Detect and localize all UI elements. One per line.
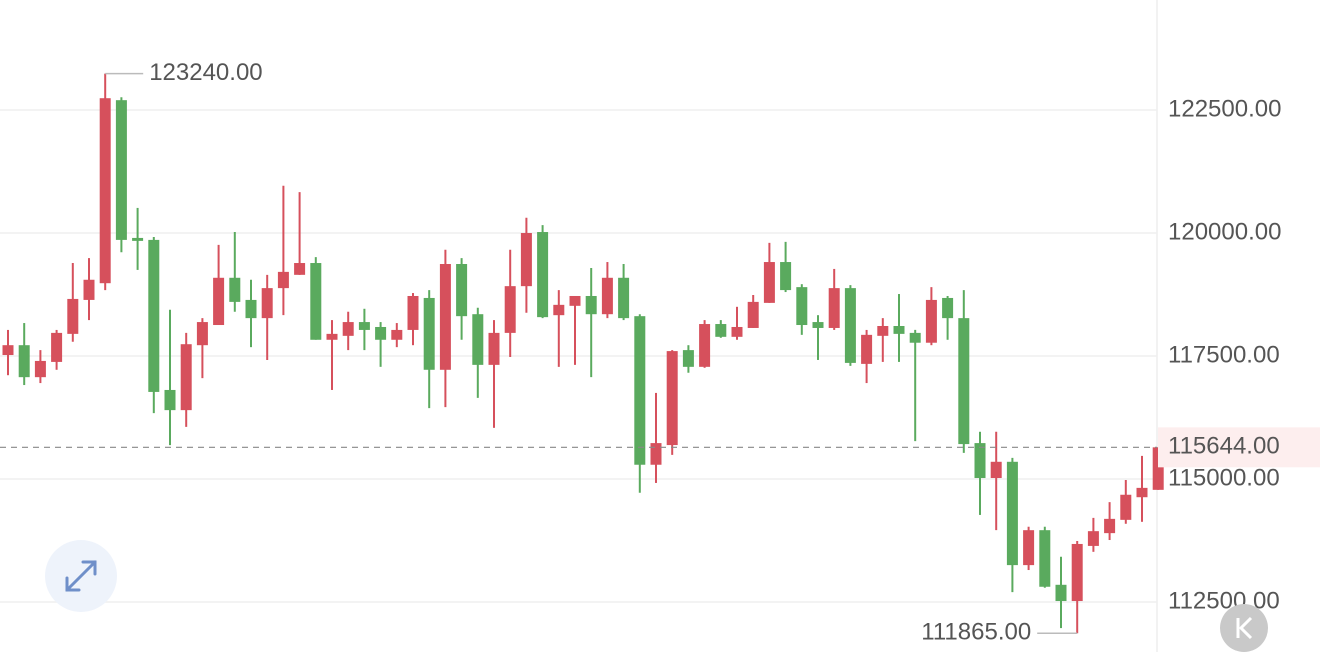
candle-body: [164, 389, 176, 411]
candle-body: [893, 326, 905, 334]
candle-body: [391, 329, 403, 340]
candle-body: [132, 237, 144, 241]
candle-body: [569, 295, 581, 306]
candle-body: [1152, 447, 1164, 490]
candle-body: [1055, 584, 1067, 602]
candle-body: [326, 333, 338, 340]
candle-body: [699, 324, 711, 367]
candle-body: [261, 288, 273, 319]
last-price-box: [1158, 427, 1320, 468]
candle-body: [682, 350, 694, 367]
y-tick-label: 122500.00: [1168, 95, 1281, 122]
candle-body: [828, 288, 840, 328]
candle-body: [650, 443, 662, 465]
candle-body: [456, 264, 468, 317]
candle-body: [731, 326, 743, 337]
expand-button[interactable]: [45, 540, 117, 612]
candle-body: [18, 345, 30, 378]
candle-body: [990, 461, 1002, 479]
candle-body: [634, 316, 646, 465]
candle-body: [715, 324, 727, 337]
candle-body: [34, 360, 46, 378]
y-tick-label: 115000.00: [1168, 464, 1280, 491]
low-label: 111865.00: [921, 619, 1031, 646]
candle-body: [358, 322, 370, 330]
candle-body: [1023, 530, 1035, 566]
candle-body: [2, 345, 14, 356]
candle-body: [618, 277, 630, 319]
candle-body: [812, 322, 824, 328]
candle-body: [942, 297, 954, 319]
candle-body: [423, 297, 435, 370]
candle-body: [1120, 494, 1132, 520]
candle-body: [310, 263, 322, 340]
candle-body: [375, 326, 387, 340]
candle-body: [861, 334, 873, 364]
candle-body: [51, 332, 63, 362]
candle-body: [974, 443, 986, 479]
candle-body: [520, 233, 532, 287]
candle-body: [1071, 543, 1083, 602]
candle-body: [601, 277, 613, 315]
candle-body: [229, 277, 241, 302]
candle-body: [67, 298, 79, 334]
y-tick-label: 117500.00: [1168, 341, 1280, 368]
candle-body: [844, 288, 856, 363]
candle-body: [1136, 487, 1148, 498]
expand-icon: [65, 560, 97, 592]
candle-body: [877, 326, 889, 336]
candle-body: [1104, 518, 1116, 534]
candle-body: [439, 264, 451, 370]
candle-body: [294, 263, 306, 275]
last-price-label: 115644.00: [1168, 433, 1280, 460]
candle-body: [1006, 461, 1018, 566]
y-tick-label: 120000.00: [1168, 218, 1281, 245]
candle-body: [1087, 531, 1099, 546]
candle-body: [180, 344, 192, 411]
candle-body: [909, 332, 921, 343]
candle-body: [666, 351, 678, 446]
candle-body: [148, 239, 160, 392]
k-icon: [1236, 616, 1253, 640]
candle-body: [585, 295, 597, 315]
candle-body: [796, 287, 808, 326]
candle-body: [780, 262, 792, 291]
candle-body: [115, 100, 127, 240]
candle-body: [537, 232, 549, 318]
candle-body: [472, 314, 484, 365]
candle-body: [504, 286, 516, 333]
candle-body: [925, 299, 937, 343]
k-button[interactable]: [1220, 604, 1268, 652]
candle-body: [747, 301, 759, 328]
candle-body: [245, 299, 257, 319]
candle-body: [277, 271, 289, 289]
candle-body: [99, 98, 111, 284]
candle-body: [553, 304, 565, 316]
candle-body: [83, 279, 95, 300]
candle-body: [763, 262, 775, 303]
candle-body: [196, 322, 208, 346]
candle-body: [213, 277, 225, 326]
candle-body: [958, 318, 970, 445]
k-circle: [1220, 604, 1268, 652]
candle-body: [342, 322, 354, 336]
candle-body: [488, 332, 500, 365]
candle-body: [407, 295, 419, 330]
candle-body: [1039, 530, 1051, 587]
y-tick-label: 112500.00: [1168, 587, 1280, 614]
high-label: 123240.00: [149, 59, 262, 86]
